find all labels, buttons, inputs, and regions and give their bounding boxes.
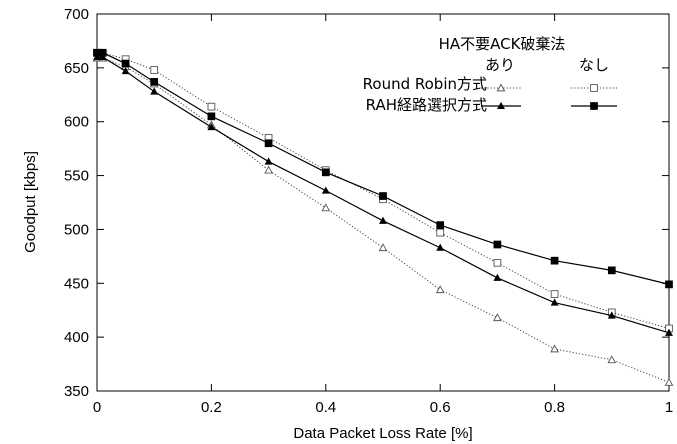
data-point-rah_ari xyxy=(207,122,216,131)
data-point-rr_nashi xyxy=(550,290,559,298)
x-tick-label: 1 xyxy=(665,399,673,416)
legend: HA不要ACK破棄法 あり なし Round Robin方式 RAH経路選択方式 xyxy=(363,35,617,114)
plot-frame xyxy=(96,13,670,392)
x-tick-label: 0 xyxy=(93,399,101,416)
legend-header: HA不要ACK破棄法 xyxy=(439,35,566,53)
x-axis-label: Data Packet Loss Rate [%] xyxy=(293,425,472,442)
y-tick-label: 550 xyxy=(64,168,89,185)
axis-ticks: 0 0.2 0.4 0.6 0.8 1 350 400 450 500 550 600 650 700 xyxy=(64,6,673,416)
data-point-rah_nashi xyxy=(98,48,107,57)
data-point-rah_ari xyxy=(379,216,387,224)
legend-marker-rr_ari xyxy=(496,83,506,92)
legend-marker-rr_nashi xyxy=(590,84,598,92)
data-point-rah_nashi xyxy=(607,266,616,275)
legend-row-rah: RAH経路選択方式 xyxy=(366,96,487,114)
data-point-rah_nashi xyxy=(550,256,559,265)
x-tick-label: 0.4 xyxy=(315,399,336,416)
data-point-rah_ari xyxy=(665,328,673,336)
data-point-rah_ari xyxy=(98,52,107,61)
data-point-rr_nashi xyxy=(207,102,216,111)
data-point-rr_ari xyxy=(264,165,273,174)
data-point-rah_ari xyxy=(321,186,330,194)
y-axis-label: Goodput [kbps] xyxy=(22,151,39,253)
y-tick-label: 650 xyxy=(64,60,89,77)
data-point-rah_ari xyxy=(121,66,130,75)
data-point-rah_ari xyxy=(150,87,159,95)
data-point-rah_ari xyxy=(550,298,559,306)
data-point-rr_ari xyxy=(493,313,502,322)
data-point-rah_nashi xyxy=(264,139,273,148)
data-point-rr_ari xyxy=(550,344,559,353)
legend-col-nashi: なし xyxy=(579,56,609,74)
y-tick-label: 350 xyxy=(64,383,89,400)
data-point-rr_ari xyxy=(378,243,388,252)
data-point-rah_nashi xyxy=(121,59,130,68)
series-rah_ari xyxy=(93,52,673,336)
data-point-rah_nashi xyxy=(321,168,330,177)
data-point-rah_nashi xyxy=(150,78,159,86)
y-tick-label: 450 xyxy=(64,275,89,292)
data-point-rah_ari xyxy=(607,311,616,319)
data-point-rr_ari xyxy=(664,377,674,386)
y-tick-label: 500 xyxy=(64,221,89,238)
y-tick-label: 600 xyxy=(64,114,89,131)
data-point-rr_nashi xyxy=(493,258,502,267)
series-rah_nashi xyxy=(93,48,673,289)
data-point-rah_nashi xyxy=(493,240,502,249)
legend-samples xyxy=(481,83,617,110)
data-point-rah_nashi xyxy=(379,192,387,200)
x-tick-label: 0.2 xyxy=(201,399,222,416)
data-point-rah_ari xyxy=(264,157,273,165)
data-point-rr_nashi xyxy=(150,66,159,74)
series-layer xyxy=(92,48,674,386)
legend-row-rr: Round Robin方式 xyxy=(363,75,487,93)
data-point-rr_ari xyxy=(321,203,331,212)
data-point-rah_ari xyxy=(93,52,101,61)
series-line-rr_nashi xyxy=(97,52,670,330)
legend-marker-rah_ari xyxy=(497,101,505,110)
data-point-rr_ari xyxy=(607,355,617,364)
data-point-rr_nashi xyxy=(436,228,445,237)
x-tick-label: 0.8 xyxy=(544,399,565,416)
data-point-rah_ari xyxy=(436,243,445,251)
x-tick-label: 0.6 xyxy=(430,399,451,416)
y-tick-label: 700 xyxy=(64,6,89,23)
legend-col-ari: あり xyxy=(485,56,515,74)
data-point-rah_ari xyxy=(493,273,502,281)
data-point-rah_nashi xyxy=(436,221,445,229)
legend-marker-rah_nashi xyxy=(590,102,598,110)
y-tick-label: 400 xyxy=(64,329,89,346)
data-point-rr_ari xyxy=(435,285,445,294)
data-point-rah_nashi xyxy=(665,280,673,289)
data-point-rah_nashi xyxy=(207,112,216,121)
